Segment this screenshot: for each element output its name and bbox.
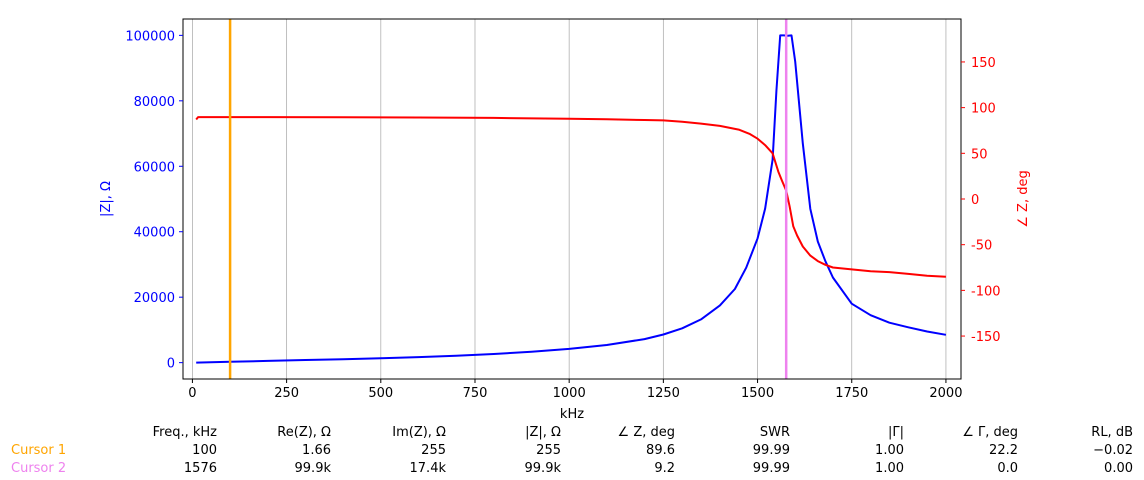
y-right-tick-label: -150 xyxy=(971,330,1001,345)
readout-value: 255 xyxy=(421,443,446,458)
readout-value: 89.6 xyxy=(646,443,675,458)
y-left-tick-label: 100000 xyxy=(125,29,175,44)
y-right-tick-label: 150 xyxy=(971,56,996,71)
x-tick-label: 1000 xyxy=(553,386,586,401)
readout-header: ∠ Z, deg xyxy=(617,425,675,440)
readout-value: 99.9k xyxy=(524,461,561,476)
readout-value: −0.02 xyxy=(1093,443,1133,458)
y-left-tick-label: 80000 xyxy=(134,95,175,110)
readout-value: 0.0 xyxy=(997,461,1018,476)
readout-value: 99.9k xyxy=(294,461,331,476)
readout-value: 0.00 xyxy=(1104,461,1133,476)
y-axis-right: -150 -100 -50 0 50 100 150 xyxy=(961,56,1001,345)
readout-header: |Γ| xyxy=(887,425,904,440)
readout-value: 99.99 xyxy=(752,443,790,458)
x-tick-label: 2000 xyxy=(929,386,962,401)
y-right-tick-label: 50 xyxy=(971,147,988,162)
readout-header: Im(Z), Ω xyxy=(392,425,446,440)
readout-value: 1.66 xyxy=(302,443,331,458)
readout-value: 99.99 xyxy=(752,461,790,476)
x-tick-label: 0 xyxy=(188,386,196,401)
readout-header: RL, dB xyxy=(1091,425,1133,440)
x-tick-label: 1250 xyxy=(647,386,680,401)
x-axis-label: kHz xyxy=(560,407,584,422)
y-axis-left: 0 20000 40000 60000 80000 100000 xyxy=(125,29,183,372)
y-right-tick-label: 100 xyxy=(971,102,996,117)
y-right-tick-label: -100 xyxy=(971,284,1001,299)
readout-header: Re(Z), Ω xyxy=(277,425,331,440)
readout-header: Freq., kHz xyxy=(152,425,217,440)
readout-value: 255 xyxy=(536,443,561,458)
readout-value: 100 xyxy=(192,443,217,458)
readout-value: 17.4k xyxy=(409,461,446,476)
x-tick-label: 250 xyxy=(274,386,299,401)
readout-value: 1576 xyxy=(183,461,217,476)
cursor-1-label: Cursor 1 xyxy=(11,443,67,458)
readout-value: 9.2 xyxy=(654,461,675,476)
x-tick-label: 750 xyxy=(463,386,488,401)
plot-lines xyxy=(195,34,947,364)
y-left-tick-label: 40000 xyxy=(134,226,175,241)
vertical-grid xyxy=(192,19,947,379)
x-tick-label: 1750 xyxy=(835,386,868,401)
y-right-tick-label: -50 xyxy=(971,239,992,254)
y-left-tick-label: 60000 xyxy=(134,160,175,175)
x-tick-label: 500 xyxy=(368,386,393,401)
cursor-2-label: Cursor 2 xyxy=(11,461,67,476)
impedance-magnitude-line xyxy=(196,34,947,364)
readout-value: 1.00 xyxy=(875,443,904,458)
y-right-tick-label: 0 xyxy=(971,193,979,208)
readout-value: 1.00 xyxy=(875,461,904,476)
y-axis-right-label: ∠ Z, deg xyxy=(1016,170,1031,227)
y-left-tick-label: 20000 xyxy=(134,291,175,306)
readout-header: ∠ Γ, deg xyxy=(962,425,1018,440)
y-left-tick-label: 0 xyxy=(167,357,175,372)
cursor-lines xyxy=(228,19,788,379)
x-tick-label: 1500 xyxy=(741,386,774,401)
impedance-phase-line xyxy=(195,116,946,278)
x-axis: 0 250 500 750 1000 1250 1500 1750 2000 xyxy=(188,379,962,401)
y-axis-left-label: |Z|, Ω xyxy=(99,181,114,217)
readout-value: 22.2 xyxy=(989,443,1018,458)
readout-header: SWR xyxy=(759,425,790,440)
readout-header: |Z|, Ω xyxy=(525,425,561,440)
